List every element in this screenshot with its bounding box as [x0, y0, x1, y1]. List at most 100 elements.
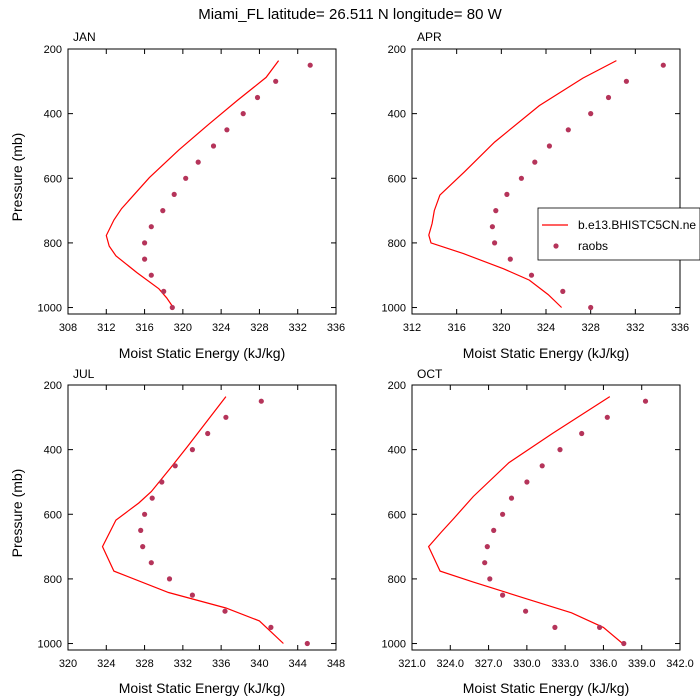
legend-label-raobs: raobs	[578, 239, 608, 253]
raobs-point-jul	[268, 624, 274, 631]
model-profile-line-jul	[101, 396, 284, 644]
y-tick-label-jan: 1000	[38, 303, 62, 315]
model-profile-line-oct	[427, 396, 623, 644]
x-tick-label-apr: 320	[492, 322, 510, 334]
x-tick-label-oct: 324.0	[437, 658, 465, 670]
x-tick-label-jan: 312	[97, 322, 115, 334]
legend: b.e13.BHISTC5CN.ne raobs	[537, 207, 700, 261]
x-tick-label-jul: 340	[250, 658, 268, 670]
legend-marker-swatch	[553, 243, 559, 249]
raobs-point-apr	[489, 224, 495, 230]
raobs-point-jul	[223, 414, 229, 420]
panel-apr: APR Moist Static Energy (kJ/kg) 312 316 32…	[382, 30, 690, 361]
raobs-point-jul	[159, 479, 165, 485]
y-tick-label-apr: 1000	[382, 303, 406, 315]
y-axis-label-jan: Pressure (mb)	[9, 133, 25, 222]
raobs-point-apr	[605, 94, 612, 101]
x-tick-label-jul: 336	[212, 658, 230, 670]
raobs-point-oct	[500, 511, 506, 517]
raobs-point-jul	[166, 576, 173, 582]
model-profile-line-apr	[428, 60, 617, 308]
raobs-point-jan	[148, 224, 154, 230]
raobs-point-jan	[142, 240, 148, 246]
y-tick-label-oct: 400	[388, 445, 406, 457]
y-tick-label-jul: 1000	[38, 639, 62, 651]
raobs-point-oct	[491, 527, 497, 534]
panel-jul: JUL Pressure (mb) Moist Static Energy (k…	[9, 367, 345, 696]
x-axis-label-jan: Moist Static Energy (kJ/kg)	[119, 345, 286, 361]
x-tick-label-jan: 336	[327, 322, 345, 334]
raobs-point-oct	[523, 608, 529, 614]
panel-label-apr: APR	[417, 30, 442, 44]
y-tick-label-jan: 600	[44, 173, 62, 185]
raobs-point-oct	[500, 592, 506, 598]
y-tick-label-jan: 400	[44, 109, 62, 121]
x-tick-label-apr: 312	[403, 322, 421, 334]
raobs-point-jul	[148, 560, 154, 566]
x-tick-label-jul: 344	[289, 658, 307, 670]
y-tick-label-jan: 200	[44, 44, 62, 56]
raobs-point-oct	[552, 624, 558, 631]
raobs-point-jul	[205, 430, 211, 437]
raobs-point-apr	[493, 208, 499, 214]
raobs-point-oct	[484, 544, 490, 550]
model-profile-line-jan	[105, 60, 280, 308]
raobs-point-jan	[240, 111, 246, 117]
y-tick-label-jul: 600	[44, 509, 62, 521]
x-tick-label-jan: 308	[59, 322, 77, 334]
x-axis-label-oct: Moist Static Energy (kJ/kg)	[463, 680, 630, 696]
x-tick-label-jan: 332	[289, 322, 307, 334]
raobs-point-jul	[138, 527, 144, 534]
y-tick-label-oct: 1000	[382, 639, 406, 651]
panel-oct: OCT Moist Static Energy (kJ/kg) 321.0 324…	[382, 367, 694, 696]
raobs-point-oct	[642, 398, 649, 404]
raobs-point-jan	[171, 191, 177, 197]
y-tick-label-apr: 800	[388, 238, 406, 250]
raobs-point-jul	[189, 447, 195, 453]
raobs-point-apr	[623, 78, 630, 84]
x-axis-label-apr: Moist Static Energy (kJ/kg)	[463, 345, 630, 361]
plot-frame-oct	[411, 384, 681, 651]
raobs-point-jan	[142, 256, 148, 262]
raobs-point-jan	[161, 288, 167, 294]
x-tick-label-jan: 320	[174, 322, 192, 334]
x-tick-label-oct: 336.0	[590, 658, 618, 670]
y-tick-label-oct: 800	[388, 574, 406, 586]
plot-frame-apr	[411, 48, 681, 315]
x-tick-label-jul: 332	[174, 658, 192, 670]
raobs-point-jul	[189, 592, 195, 598]
x-tick-label-apr: 316	[447, 322, 465, 334]
raobs-point-jul	[172, 463, 178, 469]
plot-frame-jan	[67, 48, 337, 315]
raobs-point-oct	[524, 479, 530, 485]
panel-label-jan: JAN	[73, 30, 96, 44]
raobs-point-apr	[588, 111, 594, 117]
x-tick-label-oct: 339.0	[628, 658, 656, 670]
raobs-point-oct	[482, 560, 488, 566]
x-tick-label-jul: 348	[327, 658, 345, 670]
raobs-point-apr	[660, 62, 666, 68]
raobs-point-apr	[532, 159, 538, 165]
raobs-point-apr	[507, 256, 513, 262]
legend-box	[537, 207, 700, 261]
raobs-point-jan	[160, 208, 166, 214]
raobs-point-jan	[195, 159, 201, 165]
y-tick-label-oct: 200	[388, 380, 406, 392]
x-tick-label-oct: 333.0	[551, 658, 579, 670]
x-tick-label-oct: 330.0	[513, 658, 541, 670]
y-tick-label-jan: 800	[44, 238, 62, 250]
x-tick-label-jul: 320	[59, 658, 77, 670]
x-tick-label-oct: 321.0	[398, 658, 426, 670]
raobs-point-oct	[597, 624, 603, 631]
raobs-point-oct	[557, 447, 563, 453]
raobs-point-oct	[539, 463, 545, 469]
raobs-point-oct	[487, 576, 493, 582]
raobs-point-oct	[621, 640, 627, 647]
panel-label-jul: JUL	[73, 367, 95, 381]
panel-jan: JAN Pressure (mb) Moist Static Energy (k…	[9, 30, 345, 361]
raobs-point-apr	[560, 288, 566, 294]
raobs-point-jul	[222, 608, 228, 614]
y-tick-label-jul: 400	[44, 445, 62, 457]
raobs-point-apr	[565, 127, 571, 133]
